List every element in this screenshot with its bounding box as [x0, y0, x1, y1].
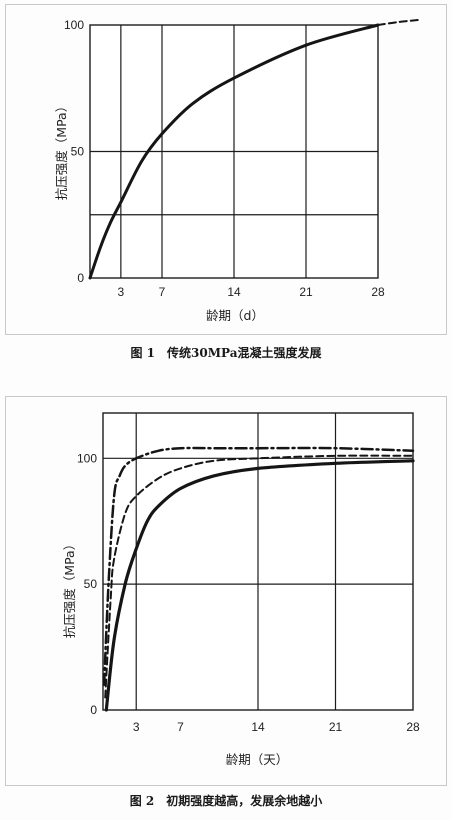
x-tick-label: 7	[159, 285, 166, 299]
x-tick-label: 3	[133, 720, 140, 734]
chart-2-y-axis-label: 抗压强度（MPa）	[62, 538, 77, 638]
chart-1-y-axis-label: 抗压强度（MPa）	[54, 100, 69, 200]
x-tick-label: 28	[371, 285, 385, 299]
y-tick-label: 100	[77, 451, 97, 465]
chart-2-plot: 0 50 100 3 7 14 21 28	[77, 412, 420, 734]
chart-1-plot: 0 50 100 3 7 14 21 28	[64, 18, 421, 299]
figure-2-border	[5, 396, 447, 786]
x-tick-label: 28	[406, 720, 420, 734]
y-tick-label: 50	[84, 577, 98, 591]
series-line-dashdot	[102, 446, 415, 687]
x-tick-label: 3	[118, 285, 125, 299]
series-line-solid	[88, 23, 380, 280]
series-line-dashed	[377, 18, 421, 26]
figure-1-caption: 图 1 传统30MPa混凝土强度发展	[131, 345, 322, 360]
y-tick-label: 0	[90, 703, 97, 717]
y-tick-label: 0	[77, 271, 84, 285]
x-tick-label: 14	[251, 720, 265, 734]
y-tick-label: 100	[64, 18, 84, 32]
chart-1-x-axis-label: 龄期（d）	[206, 308, 264, 323]
figure-1-border	[5, 4, 447, 335]
y-tick-label: 50	[71, 145, 85, 159]
series-line-dashed	[104, 454, 414, 699]
x-tick-label: 21	[299, 285, 313, 299]
chart-2-x-axis-label: 龄期（天）	[226, 752, 289, 767]
figure-2-caption: 图 2 初期强度越高，发展余地越小	[130, 793, 323, 808]
x-tick-label: 14	[227, 285, 241, 299]
x-tick-label: 21	[329, 720, 343, 734]
series-line-solid	[104, 459, 415, 712]
x-tick-label: 7	[177, 720, 184, 734]
